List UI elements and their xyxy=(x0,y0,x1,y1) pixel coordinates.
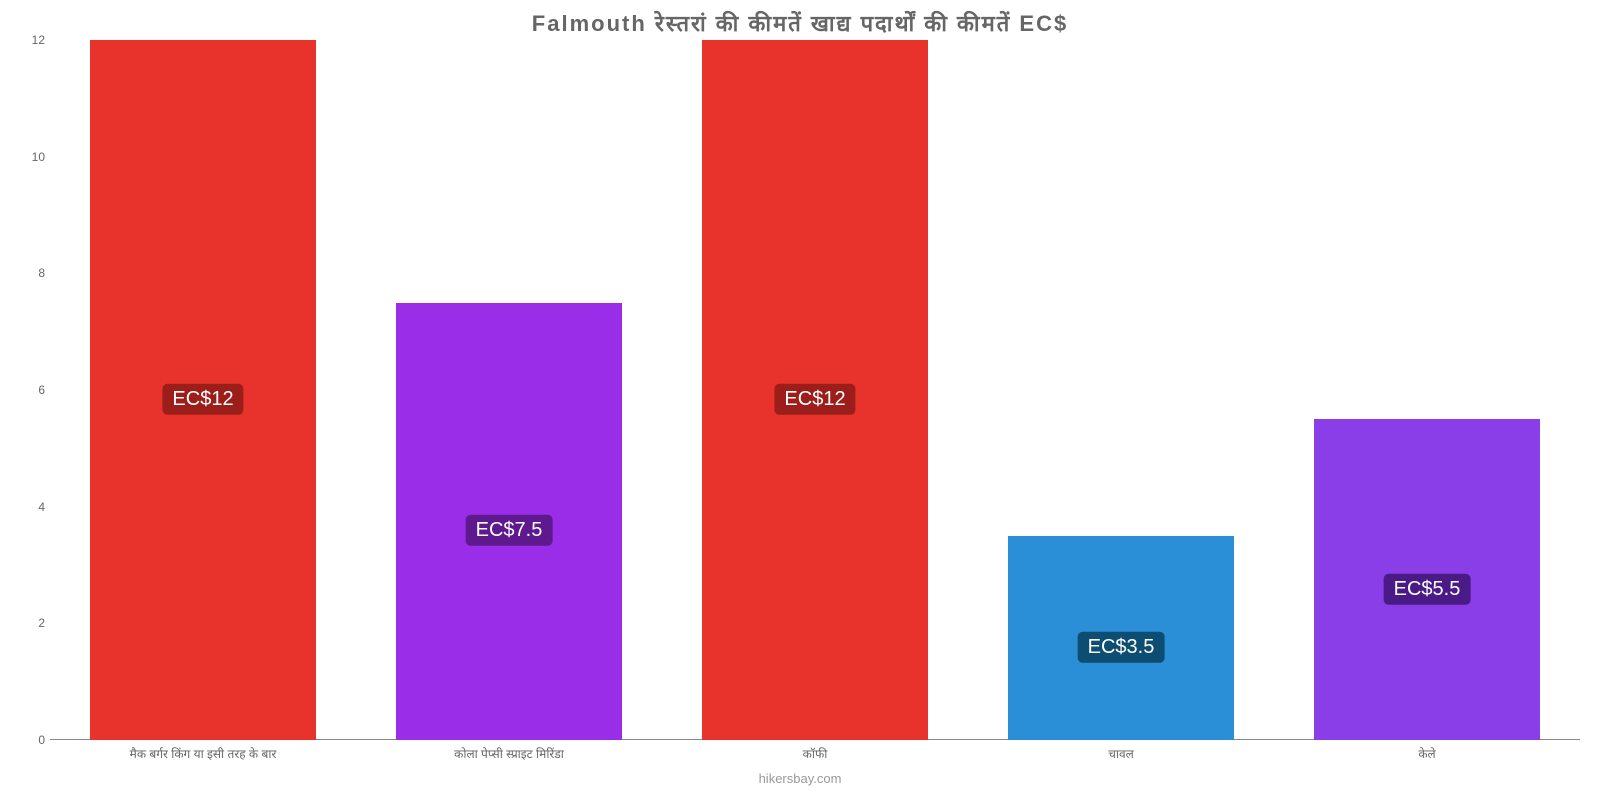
bar: EC$12 xyxy=(90,40,316,740)
bar-slot: EC$3.5 xyxy=(968,40,1274,740)
bar: EC$5.5 xyxy=(1314,419,1540,740)
chart-title: Falmouth रेस्तरां की कीमतें खाद्य पदार्थ… xyxy=(0,8,1600,38)
watermark-text: hikersbay.com xyxy=(0,771,1600,786)
bar: EC$7.5 xyxy=(396,303,622,741)
x-axis-label: कॉफी xyxy=(662,745,968,762)
x-axis-label: चावल xyxy=(968,745,1274,762)
bar-slot: EC$12 xyxy=(50,40,356,740)
x-axis-label: केले xyxy=(1274,745,1580,762)
bars-container: EC$12 EC$7.5 EC$12 EC$3.5 EC$5.5 xyxy=(50,40,1580,740)
bar-slot: EC$7.5 xyxy=(356,40,662,740)
y-tick-label: 0 xyxy=(15,733,45,747)
x-axis-labels: मैक बर्गर किंग या इसी तरह के बारकोला पेप… xyxy=(50,745,1580,762)
value-badge: EC$12 xyxy=(162,384,243,415)
y-tick-label: 8 xyxy=(15,266,45,280)
y-tick-label: 6 xyxy=(15,383,45,397)
bar-slot: EC$5.5 xyxy=(1274,40,1580,740)
value-badge: EC$5.5 xyxy=(1384,573,1471,604)
bar-slot: EC$12 xyxy=(662,40,968,740)
x-axis-label: कोला पेप्सी स्प्राइट मिरिंडा xyxy=(356,745,662,762)
y-tick-label: 4 xyxy=(15,500,45,514)
value-badge: EC$12 xyxy=(774,384,855,415)
plot-area: EC$12EC$7.5EC$12EC$3.5EC$5.5 024681012 xyxy=(50,40,1580,740)
price-bar-chart: Falmouth रेस्तरां की कीमतें खाद्य पदार्थ… xyxy=(0,0,1600,800)
y-tick-label: 10 xyxy=(15,150,45,164)
plot-inner: EC$12EC$7.5EC$12EC$3.5EC$5.5 024681012 xyxy=(50,40,1580,740)
value-badge: EC$7.5 xyxy=(466,515,553,546)
bar: EC$12 xyxy=(702,40,928,740)
y-tick-label: 12 xyxy=(15,33,45,47)
y-tick-label: 2 xyxy=(15,616,45,630)
x-axis-label: मैक बर्गर किंग या इसी तरह के बार xyxy=(50,745,356,762)
value-badge: EC$3.5 xyxy=(1078,632,1165,663)
bar: EC$3.5 xyxy=(1008,536,1234,740)
